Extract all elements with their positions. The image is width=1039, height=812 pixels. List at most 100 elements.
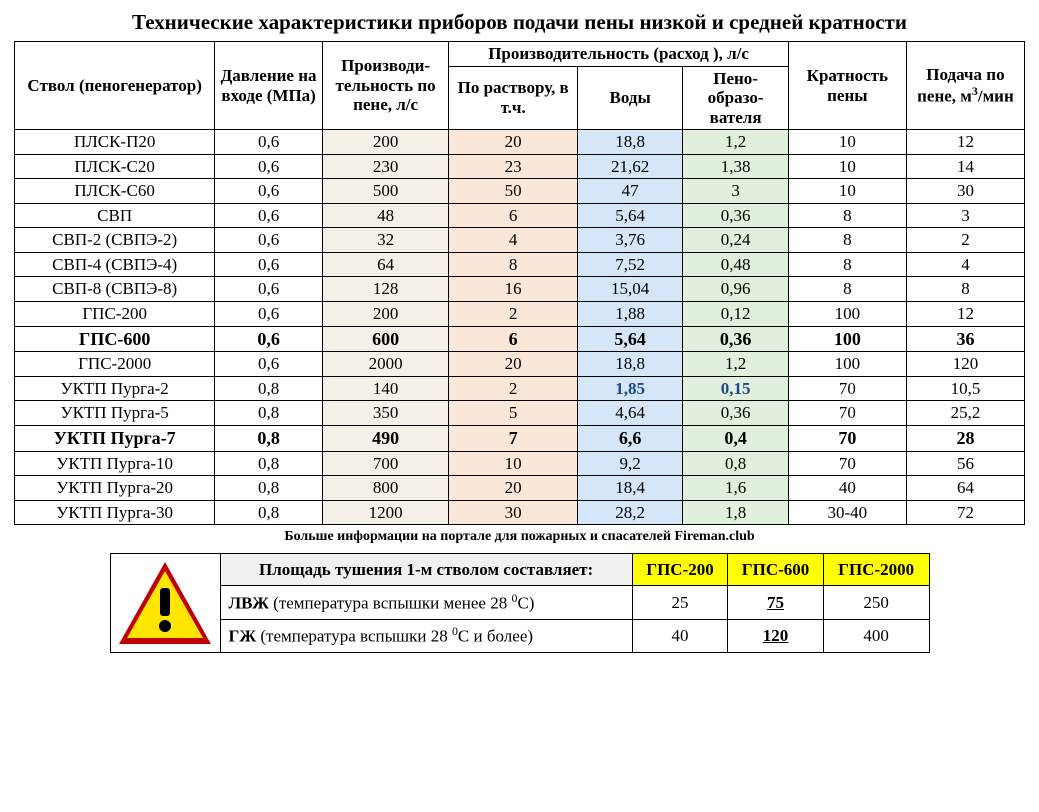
th-col7: Кратность пены	[788, 42, 906, 130]
table-cell: 9,2	[577, 451, 682, 476]
table-cell: 47	[577, 179, 682, 204]
table-row: СВП-8 (СВПЭ-8)0,61281615,040,9688	[15, 277, 1025, 302]
main-table: Ствол (пеногенератор) Давление на входе …	[14, 41, 1025, 525]
table-row: УКТП Пурга-70,849076,60,47028	[15, 425, 1025, 451]
table-cell: 0,36	[683, 203, 788, 228]
footnote: Больше информации на портале для пожарны…	[14, 529, 1025, 545]
table-cell: 70	[788, 425, 906, 451]
table-cell: 8	[788, 277, 906, 302]
table-cell: 0,6	[215, 203, 323, 228]
table-cell: 8	[449, 252, 578, 277]
table-cell: УКТП Пурга-7	[15, 425, 215, 451]
table-cell: 0,8	[215, 401, 323, 426]
table-cell: 120	[906, 352, 1024, 377]
table-cell: 8	[788, 203, 906, 228]
table-cell: 0,12	[683, 302, 788, 327]
table-cell: 8	[906, 277, 1024, 302]
table-cell: ПЛСК-С20	[15, 154, 215, 179]
table-row: ГПС-20000,620002018,81,2100120	[15, 352, 1025, 377]
th-col4: По раствору, в т.ч.	[449, 66, 578, 130]
table-cell: 70	[788, 376, 906, 401]
warning-icon-cell	[110, 554, 220, 653]
table-cell: 18,8	[577, 352, 682, 377]
table-cell: 2	[906, 228, 1024, 253]
table-cell: 200	[322, 302, 449, 327]
table-cell: 64	[322, 252, 449, 277]
table-cell: 140	[322, 376, 449, 401]
lower-header-label: Площадь тушения 1-м стволом составляет:	[220, 554, 632, 586]
table-cell: 72	[906, 500, 1024, 525]
table-cell: ГПС-2000	[15, 352, 215, 377]
lower-col-2: ГПС-2000	[823, 554, 929, 586]
table-cell: 16	[449, 277, 578, 302]
table-cell: 4	[906, 252, 1024, 277]
table-cell: 5,64	[577, 326, 682, 352]
table-row: СВП0,64865,640,3683	[15, 203, 1025, 228]
table-cell: 8	[788, 252, 906, 277]
table-row: ГПС-2000,620021,880,1210012	[15, 302, 1025, 327]
table-cell: 14	[906, 154, 1024, 179]
table-cell: 10	[788, 179, 906, 204]
table-cell: 20	[449, 476, 578, 501]
table-cell: УКТП Пурга-20	[15, 476, 215, 501]
table-cell: 20	[449, 130, 578, 155]
table-cell: ПЛСК-С60	[15, 179, 215, 204]
table-cell: 7	[449, 425, 578, 451]
table-cell: 1,8	[683, 500, 788, 525]
table-cell: 10	[788, 130, 906, 155]
lower-table: Площадь тушения 1-м стволом составляет: …	[110, 553, 930, 653]
lower-row-0: ЛВЖ (температура вспышки менее 28 0С) 25…	[110, 585, 929, 619]
th-col5: Воды	[577, 66, 682, 130]
main-thead: Ствол (пеногенератор) Давление на входе …	[15, 42, 1025, 130]
table-cell: 0,6	[215, 302, 323, 327]
table-cell: 0,8	[215, 425, 323, 451]
table-cell: 10,5	[906, 376, 1024, 401]
table-cell: 1,2	[683, 130, 788, 155]
table-cell: 2000	[322, 352, 449, 377]
table-cell: 100	[788, 326, 906, 352]
table-cell: 48	[322, 203, 449, 228]
table-cell: 40	[788, 476, 906, 501]
table-cell: 50	[449, 179, 578, 204]
table-cell: 6,6	[577, 425, 682, 451]
table-cell: 0,6	[215, 154, 323, 179]
lower-r1-v0: 40	[632, 619, 728, 653]
table-cell: 7,52	[577, 252, 682, 277]
table-cell: 30	[449, 500, 578, 525]
lower-r0-v1: 75	[728, 585, 824, 619]
table-cell: 6	[449, 203, 578, 228]
table-cell: 2	[449, 302, 578, 327]
table-cell: 0,6	[215, 352, 323, 377]
table-cell: 70	[788, 401, 906, 426]
table-cell: 0,6	[215, 179, 323, 204]
table-cell: 8	[788, 228, 906, 253]
table-cell: 70	[788, 451, 906, 476]
table-cell: 600	[322, 326, 449, 352]
table-cell: 10	[449, 451, 578, 476]
table-cell: ПЛСК-П20	[15, 130, 215, 155]
table-cell: 0,48	[683, 252, 788, 277]
table-row: ГПС-6000,660065,640,3610036	[15, 326, 1025, 352]
table-row: ПЛСК-С200,62302321,621,381014	[15, 154, 1025, 179]
table-cell: 0,15	[683, 376, 788, 401]
table-cell: 21,62	[577, 154, 682, 179]
table-cell: 0,6	[215, 277, 323, 302]
lower-row-1: ГЖ (температура вспышки 28 0С и более) 4…	[110, 619, 929, 653]
table-cell: 32	[322, 228, 449, 253]
table-cell: 30-40	[788, 500, 906, 525]
table-row: СВП-4 (СВПЭ-4)0,66487,520,4884	[15, 252, 1025, 277]
table-cell: 1,88	[577, 302, 682, 327]
table-cell: 20	[449, 352, 578, 377]
table-cell: 18,4	[577, 476, 682, 501]
table-cell: 0,4	[683, 425, 788, 451]
table-cell: СВП-8 (СВПЭ-8)	[15, 277, 215, 302]
table-cell: 700	[322, 451, 449, 476]
lower-row-1-label: ГЖ (температура вспышки 28 0С и более)	[220, 619, 632, 653]
th-perf-group: Производительность (расход ), л/с	[449, 42, 788, 67]
table-cell: ГПС-200	[15, 302, 215, 327]
warning-icon	[115, 558, 215, 648]
lower-r0-v0: 25	[632, 585, 728, 619]
th-col1: Ствол (пеногенератор)	[15, 42, 215, 130]
table-cell: 1,2	[683, 352, 788, 377]
table-cell: 4	[449, 228, 578, 253]
